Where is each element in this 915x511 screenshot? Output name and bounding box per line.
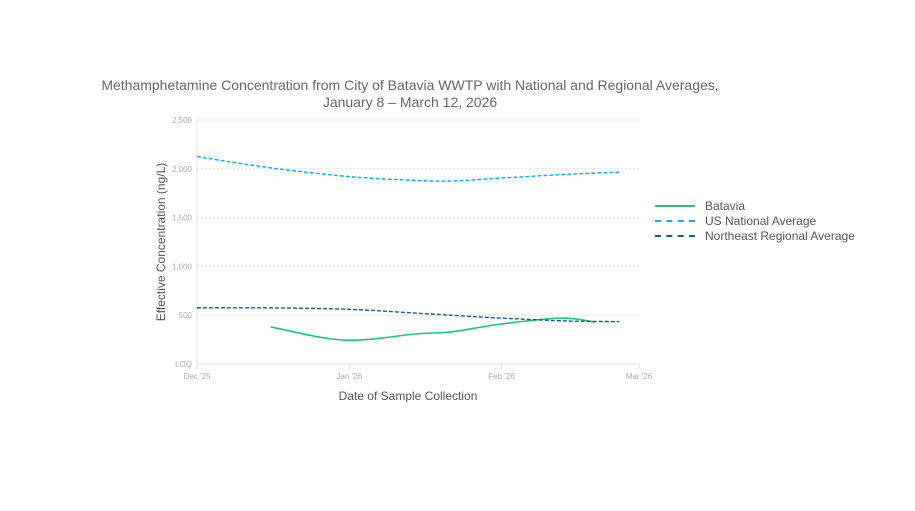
chart-title: Methamphetamine Concentration from City … <box>101 77 719 93</box>
us-national-average-line <box>196 155 620 182</box>
legend: Batavia US National Average Northeast Re… <box>655 198 855 243</box>
y-tick-label: LOQ <box>175 360 192 369</box>
legend-swatch <box>655 234 695 237</box>
x-axis-label: Date of Sample Collection <box>339 389 478 403</box>
northeast-regional-average-line <box>196 307 620 323</box>
legend-item-northeast[interactable]: Northeast Regional Average <box>655 228 855 243</box>
y-tick-label: 2,500 <box>172 116 193 125</box>
x-tick-label: Mar '26 <box>626 372 653 381</box>
batavia-line <box>270 317 595 342</box>
y-tick-label: 500 <box>179 311 193 320</box>
legend-item-batavia[interactable]: Batavia <box>655 198 855 213</box>
y-tick-label: 1,000 <box>172 262 193 271</box>
legend-label: US National Average <box>705 213 817 228</box>
legend-label: Northeast Regional Average <box>705 228 855 243</box>
y-tick-label: 1,500 <box>172 214 193 223</box>
x-tick-label: Dec '25 <box>184 372 211 381</box>
y-axis-label: Effective Concentration (ng/L) <box>154 163 168 322</box>
legend-swatch <box>655 204 695 207</box>
legend-item-us-national[interactable]: US National Average <box>655 213 855 228</box>
legend-label: Batavia <box>705 198 746 213</box>
x-tick-label: Feb '26 <box>488 372 515 381</box>
legend-swatch <box>655 219 695 222</box>
x-tick-label: Jan '26 <box>336 372 362 381</box>
chart-subtitle: January 8 – March 12, 2026 <box>322 94 498 110</box>
y-tick-label: 2,000 <box>172 165 193 174</box>
